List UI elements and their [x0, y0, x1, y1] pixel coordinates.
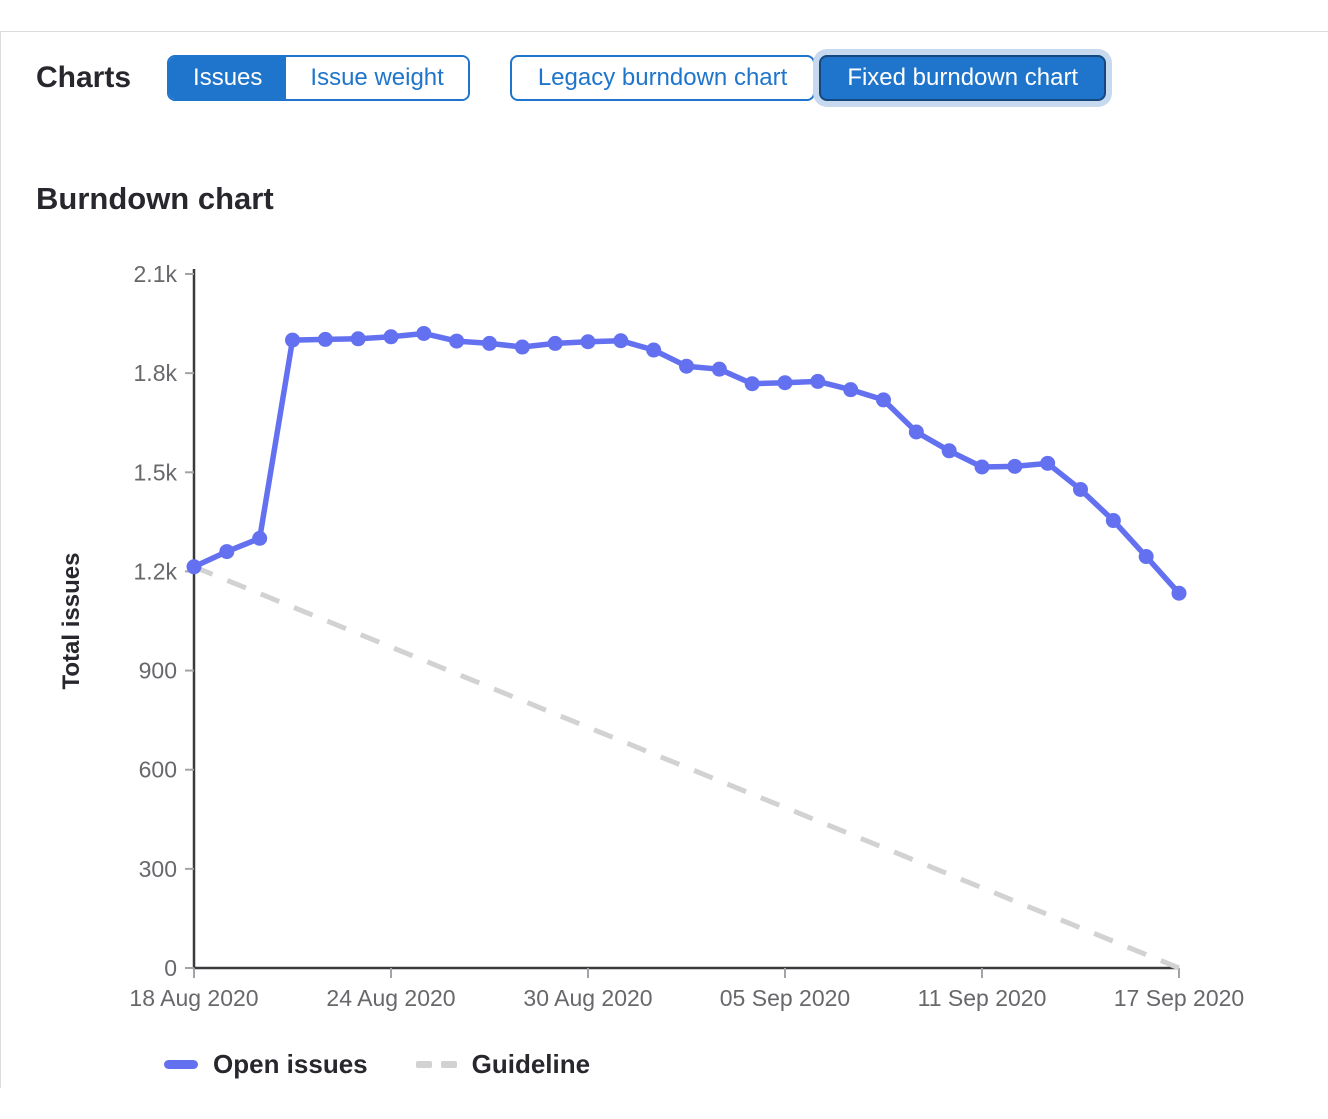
burndown-chart-title: Burndown chart — [36, 181, 274, 216]
open-issues-point — [1171, 585, 1187, 601]
open-issues-point — [744, 376, 760, 392]
burndown-panel: Charts Issues Issue weight Legacy burndo… — [0, 31, 1328, 1088]
open-issues-point — [1073, 481, 1088, 497]
open-issues-point — [317, 331, 333, 347]
legend-guideline-label: Guideline — [471, 1049, 591, 1079]
y-tick-label: 1.8k — [134, 360, 178, 386]
open-issues-point — [810, 373, 826, 389]
axis-lines — [192, 269, 1179, 970]
open-issues-line-swatch — [164, 1060, 198, 1069]
guideline-line — [193, 564, 1180, 971]
legend-open-issues: Open issues — [164, 1049, 368, 1080]
open-issues-point — [383, 329, 399, 345]
y-axis-title: Total issues — [58, 553, 85, 690]
x-tick-label: 05 Sep 2020 — [720, 985, 850, 1011]
open-issues-point — [1040, 455, 1056, 471]
open-issues-point — [876, 392, 891, 408]
open-issues-point — [941, 443, 957, 459]
open-issues-point — [547, 335, 563, 351]
burndown-chart: 0 300 600 900 1.2k 1.5k 1.8k 2.1k 18 Aug 2020 24 … — [58, 261, 1244, 1011]
x-tick-label: 11 Sep 2020 — [918, 985, 1047, 1011]
charts-label: Charts — [36, 61, 132, 94]
open-issues-point — [350, 331, 366, 347]
open-issues-point — [1007, 458, 1023, 474]
open-issues-point — [186, 559, 202, 575]
open-issues-point — [285, 332, 300, 348]
legacy-burndown-chart-button[interactable]: Legacy burndown chart — [509, 55, 816, 101]
fixed-burndown-chart-button[interactable]: Fixed burndown chart — [819, 55, 1107, 101]
open-issues-point — [514, 339, 530, 355]
open-issues-point — [1138, 549, 1154, 565]
open-issues-point — [908, 424, 924, 440]
open-issues-point — [777, 375, 793, 391]
open-issues-point — [1105, 513, 1121, 529]
x-tick-label: 18 Aug 2020 — [129, 985, 258, 1011]
y-tick-label: 1.2k — [134, 558, 178, 584]
open-issues-point — [613, 333, 629, 349]
open-issues-point — [974, 459, 990, 475]
x-tick-label: 30 Aug 2020 — [523, 985, 652, 1011]
y-tick-label: 0 — [164, 955, 177, 981]
open-issues-point — [449, 333, 465, 349]
y-tick-label: 900 — [139, 658, 177, 684]
open-issues-point — [711, 361, 727, 377]
open-issues-point — [679, 358, 694, 374]
legend-open-issues-label: Open issues — [213, 1049, 368, 1079]
guideline-dash-swatch — [415, 1061, 457, 1068]
open-issues-point — [252, 530, 268, 546]
open-issues-point — [646, 342, 662, 358]
y-tick-label: 600 — [139, 757, 177, 783]
open-issues-point — [843, 382, 859, 398]
chart-version-toggle: Legacy burndown chart Fixed burndown cha… — [509, 55, 1107, 101]
issues-toggle-button[interactable]: Issues — [169, 57, 287, 99]
x-tick-label: 17 Sep 2020 — [1114, 985, 1244, 1011]
x-tick-label: 24 Aug 2020 — [326, 985, 455, 1011]
open-issues-point — [219, 544, 235, 560]
open-issues-point — [416, 325, 432, 341]
legend-guideline: Guideline — [415, 1049, 591, 1080]
open-issues-point — [580, 334, 596, 350]
chart-legend: Open issues Guideline — [164, 1049, 1328, 1080]
y-tick-label: 300 — [139, 856, 177, 882]
issue-type-toggle: Issues Issue weight — [167, 55, 470, 101]
y-tick-label: 2.1k — [134, 261, 178, 287]
y-tick-label: 1.5k — [134, 459, 178, 485]
charts-header: Charts Issues Issue weight Legacy burndo… — [36, 47, 1328, 109]
issue-weight-toggle-button[interactable]: Issue weight — [286, 57, 468, 99]
open-issues-point — [482, 335, 497, 351]
